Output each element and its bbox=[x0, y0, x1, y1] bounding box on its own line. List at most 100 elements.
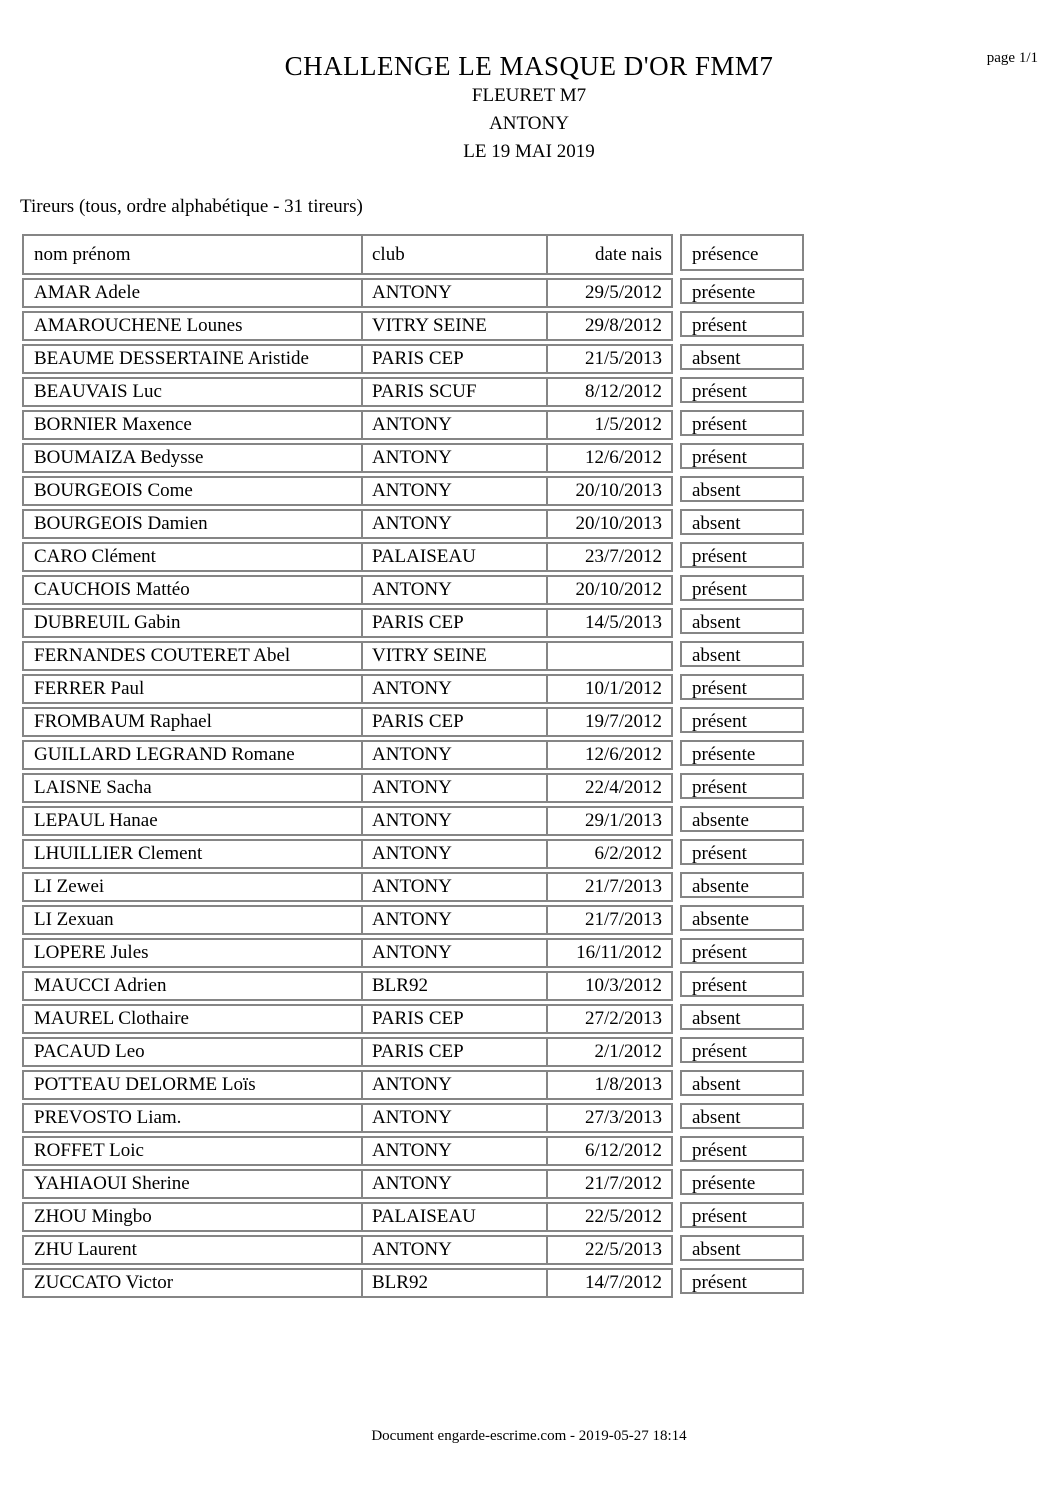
fencer-birthdate: 14/7/2012 bbox=[546, 1270, 671, 1296]
table-row-main: LI Zexuan ANTONY 21/7/2013 bbox=[22, 905, 673, 935]
fencer-club: ANTONY bbox=[361, 874, 546, 900]
fencer-birthdate: 14/5/2013 bbox=[546, 610, 671, 636]
fencer-birthdate: 20/10/2012 bbox=[546, 577, 671, 603]
table-row-main: AMAR Adele ANTONY 29/5/2012 bbox=[22, 278, 673, 308]
table-row: BOURGEOIS Damien ANTONY 20/10/2013 absen… bbox=[22, 509, 808, 539]
table-row: YAHIAOUI Sherine ANTONY 21/7/2012 présen… bbox=[22, 1169, 808, 1199]
table-row-main: ZUCCATO Victor BLR92 14/7/2012 bbox=[22, 1268, 673, 1298]
table-row-main: BOUMAIZA Bedysse ANTONY 12/6/2012 bbox=[22, 443, 673, 473]
fencer-club: ANTONY bbox=[361, 445, 546, 471]
fencer-presence: présent bbox=[680, 1136, 804, 1162]
fencer-presence: absent bbox=[680, 1235, 804, 1261]
fencer-name: ZHU Laurent bbox=[34, 1239, 137, 1260]
table-row-main: AMAROUCHENE Lounes VITRY SEINE 29/8/2012 bbox=[22, 311, 673, 341]
fencer-presence: absente bbox=[680, 806, 804, 832]
fencer-presence: présente bbox=[680, 278, 804, 304]
fencer-name: AMAR Adele bbox=[34, 282, 141, 303]
table-row-main: FERNANDES COUTERET Abel VITRY SEINE bbox=[22, 641, 673, 671]
fencer-club: BLR92 bbox=[361, 973, 546, 999]
fencer-birthdate: 22/4/2012 bbox=[546, 775, 671, 801]
fencer-name: CAUCHOIS Mattéo bbox=[34, 579, 190, 600]
fencer-presence: présente bbox=[680, 1169, 804, 1195]
fencer-presence: présent bbox=[680, 443, 804, 469]
column-header-name: nom prénom bbox=[34, 244, 131, 265]
fencer-name: BEAUME DESSERTAINE Aristide bbox=[34, 348, 309, 369]
fencer-presence: présent bbox=[680, 410, 804, 436]
table-row: ZHU Laurent ANTONY 22/5/2013 absent bbox=[22, 1235, 808, 1265]
table-row-main: LAISNE Sacha ANTONY 22/4/2012 bbox=[22, 773, 673, 803]
fencer-name: PACAUD Leo bbox=[34, 1041, 145, 1062]
fencer-club: PARIS CEP bbox=[361, 1006, 546, 1032]
table-row: BEAUVAIS Luc PARIS SCUF 8/12/2012 présen… bbox=[22, 377, 808, 407]
column-header-presence: présence bbox=[680, 234, 804, 271]
table-row: MAUREL Clothaire PARIS CEP 27/2/2013 abs… bbox=[22, 1004, 808, 1034]
fencer-name: FERNANDES COUTERET Abel bbox=[34, 645, 291, 666]
fencer-club: ANTONY bbox=[361, 280, 546, 306]
table-row-main: MAUCCI Adrien BLR92 10/3/2012 bbox=[22, 971, 673, 1001]
table-row: ROFFET Loic ANTONY 6/12/2012 présent bbox=[22, 1136, 808, 1166]
fencer-club: ANTONY bbox=[361, 940, 546, 966]
table-row: FERNANDES COUTERET Abel VITRY SEINE abse… bbox=[22, 641, 808, 671]
fencer-presence: absent bbox=[680, 1103, 804, 1129]
fencer-club: ANTONY bbox=[361, 1138, 546, 1164]
table-row-main: PACAUD Leo PARIS CEP 2/1/2012 bbox=[22, 1037, 673, 1067]
fencer-club: PARIS CEP bbox=[361, 1039, 546, 1065]
fencer-club: VITRY SEINE bbox=[361, 643, 546, 669]
fencer-club: ANTONY bbox=[361, 412, 546, 438]
fencer-name: LI Zewei bbox=[34, 876, 105, 897]
fencer-presence: absent bbox=[680, 509, 804, 535]
table-row: FROMBAUM Raphael PARIS CEP 19/7/2012 pré… bbox=[22, 707, 808, 737]
table-row-main: ROFFET Loic ANTONY 6/12/2012 bbox=[22, 1136, 673, 1166]
fencer-name: MAUREL Clothaire bbox=[34, 1008, 189, 1029]
table-row: LI Zexuan ANTONY 21/7/2013 absente bbox=[22, 905, 808, 935]
fencer-birthdate: 29/1/2013 bbox=[546, 808, 671, 834]
table-row: LHUILLIER Clement ANTONY 6/2/2012 présen… bbox=[22, 839, 808, 869]
fencer-club: ANTONY bbox=[361, 841, 546, 867]
fencer-name: BOURGEOIS Come bbox=[34, 480, 193, 501]
table-row-main: YAHIAOUI Sherine ANTONY 21/7/2012 bbox=[22, 1169, 673, 1199]
fencer-birthdate: 20/10/2013 bbox=[546, 511, 671, 537]
table-row: PREVOSTO Liam. ANTONY 27/3/2013 absent bbox=[22, 1103, 808, 1133]
fencer-club: ANTONY bbox=[361, 775, 546, 801]
fencer-presence: absent bbox=[680, 344, 804, 370]
table-row: CARO Clément PALAISEAU 23/7/2012 présent bbox=[22, 542, 808, 572]
fencer-name: YAHIAOUI Sherine bbox=[34, 1173, 190, 1194]
table-row: GUILLARD LEGRAND Romane ANTONY 12/6/2012… bbox=[22, 740, 808, 770]
fencer-club: ANTONY bbox=[361, 1237, 546, 1263]
fencer-birthdate: 20/10/2013 bbox=[546, 478, 671, 504]
fencer-name: LOPERE Jules bbox=[34, 942, 149, 963]
fencer-club: BLR92 bbox=[361, 1270, 546, 1296]
fencer-birthdate bbox=[546, 643, 671, 669]
fencer-name: FERRER Paul bbox=[34, 678, 145, 699]
fencer-birthdate: 22/5/2012 bbox=[546, 1204, 671, 1230]
fencer-name: LHUILLIER Clement bbox=[34, 843, 203, 864]
fencer-birthdate: 10/3/2012 bbox=[546, 973, 671, 999]
fencer-presence: présent bbox=[680, 839, 804, 865]
fencer-club: PARIS CEP bbox=[361, 610, 546, 636]
table-row: PACAUD Leo PARIS CEP 2/1/2012 présent bbox=[22, 1037, 808, 1067]
table-row: AMAROUCHENE Lounes VITRY SEINE 29/8/2012… bbox=[22, 311, 808, 341]
fencer-name: DUBREUIL Gabin bbox=[34, 612, 181, 633]
fencer-name: BORNIER Maxence bbox=[34, 414, 192, 435]
table-row: BOURGEOIS Come ANTONY 20/10/2013 absent bbox=[22, 476, 808, 506]
fencer-name: LEPAUL Hanae bbox=[34, 810, 158, 831]
fencer-name: BEAUVAIS Luc bbox=[34, 381, 162, 402]
table-row: DUBREUIL Gabin PARIS CEP 14/5/2013 absen… bbox=[22, 608, 808, 638]
table-row: LEPAUL Hanae ANTONY 29/1/2013 absente bbox=[22, 806, 808, 836]
section-title: Tireurs (tous, ordre alphabétique - 31 t… bbox=[20, 196, 363, 217]
fencer-presence: absent bbox=[680, 476, 804, 502]
table-row: BORNIER Maxence ANTONY 1/5/2012 présent bbox=[22, 410, 808, 440]
fencer-club: ANTONY bbox=[361, 1072, 546, 1098]
fencer-birthdate: 19/7/2012 bbox=[546, 709, 671, 735]
table-row: LOPERE Jules ANTONY 16/11/2012 présent bbox=[22, 938, 808, 968]
fencer-birthdate: 27/3/2013 bbox=[546, 1105, 671, 1131]
fencer-club: ANTONY bbox=[361, 676, 546, 702]
table-row: LI Zewei ANTONY 21/7/2013 absente bbox=[22, 872, 808, 902]
fencer-name: CARO Clément bbox=[34, 546, 156, 567]
fencer-birthdate: 21/7/2013 bbox=[546, 874, 671, 900]
fencer-name: BOUMAIZA Bedysse bbox=[34, 447, 204, 468]
fencer-name: LI Zexuan bbox=[34, 909, 114, 930]
table-row-main: POTTEAU DELORME Loïs ANTONY 1/8/2013 bbox=[22, 1070, 673, 1100]
fencer-presence: présent bbox=[680, 938, 804, 964]
